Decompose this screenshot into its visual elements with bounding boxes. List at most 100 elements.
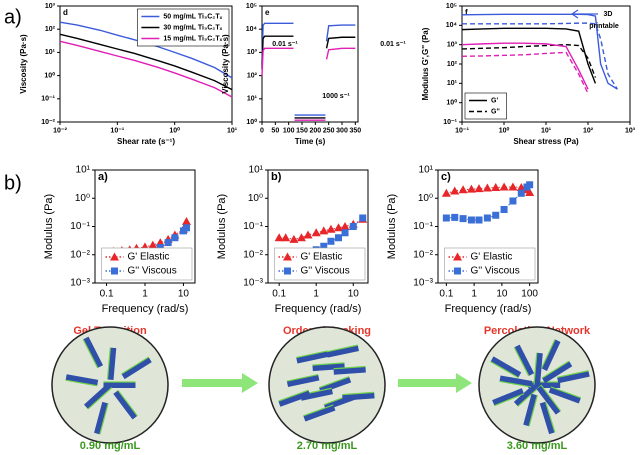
panel-label: c) — [441, 171, 451, 183]
marker — [341, 229, 349, 237]
marker — [111, 267, 118, 275]
marker — [340, 222, 350, 230]
rod-body — [300, 388, 333, 401]
rod-body — [492, 388, 525, 406]
rod-edge — [121, 356, 149, 375]
rod-body — [490, 356, 522, 378]
x-tick-label: 10⁻¹ — [110, 128, 124, 135]
rod-edge — [494, 393, 525, 407]
x-tick-label: 0.1 — [272, 289, 286, 300]
rod — [82, 336, 104, 369]
y-tick-label: 10⁻¹ — [243, 221, 263, 232]
x-tick-label: 10⁰ — [499, 127, 510, 135]
y-axis-label: Modulus (Pa) — [216, 194, 228, 259]
marker — [284, 267, 291, 275]
x-tick-label: 100 — [521, 289, 538, 300]
rod-body — [84, 383, 112, 410]
rod — [326, 344, 359, 358]
marker — [508, 182, 518, 191]
rod-edge — [333, 365, 366, 370]
y-tick-label: 10⁻² — [413, 249, 433, 260]
series-line — [279, 218, 363, 240]
rod-body — [514, 344, 535, 376]
panel-label: e — [265, 8, 270, 17]
marker — [500, 205, 508, 213]
marker — [281, 233, 291, 242]
rod-edge — [278, 389, 309, 402]
rod — [523, 393, 538, 427]
rod — [303, 404, 336, 422]
rod-edge — [65, 379, 98, 387]
rod-edge — [99, 403, 109, 435]
legend-label: G' Elastic — [301, 252, 343, 263]
y-tick-label: 10¹ — [247, 96, 258, 103]
marker — [517, 189, 525, 197]
x-axis-label: Frequency (rad/s) — [102, 303, 189, 315]
rod-edge — [342, 391, 375, 396]
y-tick-label: 10⁻¹ — [443, 119, 457, 126]
rod-edge — [540, 339, 556, 369]
x-tick-label: 10² — [583, 128, 594, 135]
x-axis-label: Shear rate (s⁻¹) — [117, 137, 175, 146]
y-tick-label: 10⁻³ — [243, 278, 263, 289]
series-line — [461, 42, 589, 90]
marker — [110, 252, 119, 261]
x-axis-label: Frequency (rad/s) — [445, 303, 532, 315]
legend-box — [464, 92, 507, 120]
rod-body — [278, 390, 311, 407]
y-tick-label: 10⁻² — [70, 249, 90, 260]
rod — [533, 352, 543, 386]
marker — [319, 226, 329, 235]
x-tick-label: 10 — [496, 289, 508, 300]
x-tick-label: 0.1 — [100, 289, 114, 300]
legend-label: G'' Viscous — [128, 266, 177, 277]
y-tick-label: 10⁴ — [246, 26, 258, 33]
rod-edge — [296, 350, 328, 359]
y-axis-label: Modulus (Pa) — [43, 194, 55, 259]
rod-edge — [528, 395, 538, 427]
y-tick-label: 10² — [45, 26, 56, 33]
marker — [466, 184, 476, 193]
marker — [303, 230, 313, 239]
rod-body — [113, 390, 138, 420]
rod — [536, 385, 562, 415]
rod — [94, 401, 109, 435]
y-tick-label: 10⁵ — [446, 3, 457, 10]
series-line — [59, 33, 233, 91]
marker — [320, 242, 328, 250]
panel-label: a) — [98, 171, 108, 183]
rod-body — [65, 374, 99, 386]
rod-edge — [117, 389, 138, 417]
y-tick-label: 10⁰ — [446, 99, 457, 107]
y-tick-label: 10⁵ — [246, 3, 257, 10]
rod-edge — [286, 373, 319, 382]
rod-edge — [533, 352, 538, 385]
annotation: 3D — [604, 11, 613, 18]
rod-edge — [82, 339, 99, 369]
rod-edge — [326, 344, 358, 353]
rod-body — [103, 382, 136, 388]
y-tick-label: 10⁰ — [246, 118, 257, 126]
rod — [84, 383, 113, 410]
rod-body — [548, 386, 581, 404]
y-axis-label: Viscosity (Pa·s) — [19, 34, 28, 94]
y-tick-label: 10³ — [247, 49, 258, 56]
legend-label: G'' Viscous — [301, 266, 350, 277]
marker — [296, 233, 306, 242]
marker — [453, 252, 462, 261]
rod-edge — [499, 380, 532, 388]
marker — [482, 183, 492, 192]
legend-label: 30 mg/mL Ti₃C₂Tₓ — [163, 24, 222, 31]
x-tick-label: 10¹ — [541, 128, 552, 135]
marker — [450, 186, 460, 195]
annotation: 0.01 s⁻¹ — [272, 41, 298, 48]
y-tick-label: 10⁰ — [75, 193, 90, 204]
rod-edge — [318, 376, 350, 389]
marker — [164, 239, 172, 247]
legend-label: G' — [491, 97, 498, 104]
y-tick-label: 10¹ — [419, 165, 434, 176]
rod-body — [541, 361, 573, 384]
rod — [499, 375, 533, 388]
y-tick-label: 10⁴ — [446, 22, 458, 29]
